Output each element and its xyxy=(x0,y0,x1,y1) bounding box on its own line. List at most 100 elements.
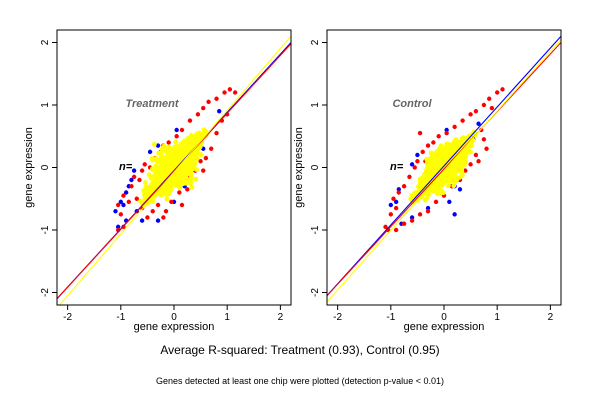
cloud-point-2-1040 xyxy=(435,159,441,165)
cloud-point-2-954 xyxy=(153,156,159,161)
scatter-point-0-14 xyxy=(476,121,481,126)
scatter-point-1-18 xyxy=(201,105,206,111)
cloud-point-2-1096 xyxy=(433,182,439,187)
scatter-point-1-21 xyxy=(222,90,227,95)
cloud-point-2-1099 xyxy=(451,162,457,168)
fit-line-2 xyxy=(58,35,291,305)
scatter-point-0-9 xyxy=(457,187,463,192)
scatter-point-1-29 xyxy=(201,168,206,173)
cloud-point-2-1005 xyxy=(173,153,178,159)
cloud-point-2-1083 xyxy=(168,182,173,187)
scatter-point-0-5 xyxy=(131,168,137,173)
cloud-point-2-927 xyxy=(431,188,437,194)
cloud-point-2-667 xyxy=(444,141,450,147)
scatter-point-1-6 xyxy=(137,177,142,183)
scatter-point-1-8 xyxy=(420,149,425,155)
scatter-point-1-10 xyxy=(425,143,431,148)
cloud-point-2-1059 xyxy=(422,186,428,191)
cloud-point-2-1072 xyxy=(423,178,429,184)
cloud-point-2-1097 xyxy=(155,172,161,178)
scatter-point-1-21 xyxy=(500,87,505,92)
cloud-point-2-1066 xyxy=(469,143,475,148)
x-tick-label: -2 xyxy=(333,312,342,323)
scatter-point-1-9 xyxy=(417,130,423,136)
scatter-point-1-35 xyxy=(401,221,407,226)
scatter-point-1-19 xyxy=(206,99,211,105)
scatter-point-1-36 xyxy=(393,227,399,233)
scatter-point-1-28 xyxy=(209,146,214,151)
scatter-point-0-6 xyxy=(447,199,452,205)
scatter-point-0-4 xyxy=(129,177,134,183)
scatter-point-1-32 xyxy=(425,209,431,214)
detection-footnote: Genes detected at least one chip were pl… xyxy=(156,376,444,386)
y-axis-label: gene expression xyxy=(23,127,35,208)
cloud-point-2-1069 xyxy=(150,182,156,188)
scatter-point-1-7 xyxy=(415,159,420,164)
scatter-point-1-5 xyxy=(131,174,137,180)
cloud-point-2-1075 xyxy=(186,142,192,148)
y-tick-label: 1 xyxy=(310,102,321,108)
scatter-point-1-23 xyxy=(232,90,238,95)
panel-title: Control xyxy=(392,98,432,110)
scatter-point-1-20 xyxy=(494,90,500,95)
cloud-point-2-1091 xyxy=(188,176,194,182)
scatter-point-1-15 xyxy=(179,127,185,133)
plot-area xyxy=(57,35,291,305)
scatter-point-1-1 xyxy=(391,196,396,201)
scatter-point-0-4 xyxy=(409,215,415,220)
scatter-point-1-24 xyxy=(484,146,489,151)
scatter-point-1-43 xyxy=(179,202,185,208)
cloud-point-2-518 xyxy=(164,192,169,198)
scatter-point-1-16 xyxy=(468,112,473,117)
scatter-point-0-17 xyxy=(174,127,179,133)
scatter-point-0-1 xyxy=(118,199,124,205)
scatter-point-1-33 xyxy=(169,199,174,205)
x-tick-label: 1 xyxy=(494,312,500,323)
cloud-point-2-721 xyxy=(173,139,179,145)
cloud-point-2-859 xyxy=(164,196,170,202)
y-tick-label: 2 xyxy=(40,39,51,45)
cloud-point-2-42 xyxy=(189,184,195,190)
scatter-point-1-34 xyxy=(409,218,415,223)
cloud-point-2-1000 xyxy=(455,168,461,173)
control-panel: -2 -1 0 1 2 -2 -1 0 1 2 gene expression gene expres… xyxy=(293,29,562,333)
scatter-point-1-32 xyxy=(177,190,182,195)
cloud-point-2-700 xyxy=(142,196,148,202)
x-axis-label: gene expression xyxy=(404,321,485,333)
y-tick-label: -1 xyxy=(310,225,321,234)
scatter-point-1-17 xyxy=(473,109,479,114)
cloud-point-2-1054 xyxy=(168,147,173,153)
fit-line-0 xyxy=(327,35,561,296)
cloud-point-2-123 xyxy=(193,176,199,182)
cloud-point-2-643 xyxy=(423,168,429,174)
scatter-point-1-18 xyxy=(481,102,487,108)
scatter-point-1-31 xyxy=(185,187,190,192)
count-annotation: n= xyxy=(390,161,404,173)
cloud-point-2-1068 xyxy=(440,151,446,156)
scatter-point-1-8 xyxy=(139,168,145,173)
scatter-point-1-22 xyxy=(479,127,484,133)
scatter-point-1-22 xyxy=(227,87,233,92)
fit-line-1 xyxy=(57,43,291,300)
y-tick-label: 1 xyxy=(40,102,51,108)
scatter-point-0-2 xyxy=(123,190,129,195)
scatter-point-1-33 xyxy=(417,212,423,217)
cloud-point-2-1089 xyxy=(169,159,174,165)
scatter-point-1-25 xyxy=(473,152,479,158)
cloud-point-2-1077 xyxy=(437,163,442,169)
scatter-point-1-4 xyxy=(401,184,407,189)
cloud-point-2-899 xyxy=(142,192,147,197)
scatter-point-1-12 xyxy=(436,134,441,139)
cloud-point-2-1091 xyxy=(445,183,451,189)
cloud-point-2-1098 xyxy=(172,178,178,184)
scatter-point-1-27 xyxy=(203,155,209,161)
scatter-point-0-2 xyxy=(396,187,401,192)
scatter-point-1-17 xyxy=(195,112,201,117)
cloud-point-2-1028 xyxy=(158,151,164,157)
cloud-point-2-887 xyxy=(143,180,148,185)
scatter-point-0-7 xyxy=(115,224,121,230)
cloud-point-2-1008 xyxy=(143,184,149,190)
scatter-point-1-1 xyxy=(118,212,124,217)
scatter-point-0-12 xyxy=(444,127,449,133)
